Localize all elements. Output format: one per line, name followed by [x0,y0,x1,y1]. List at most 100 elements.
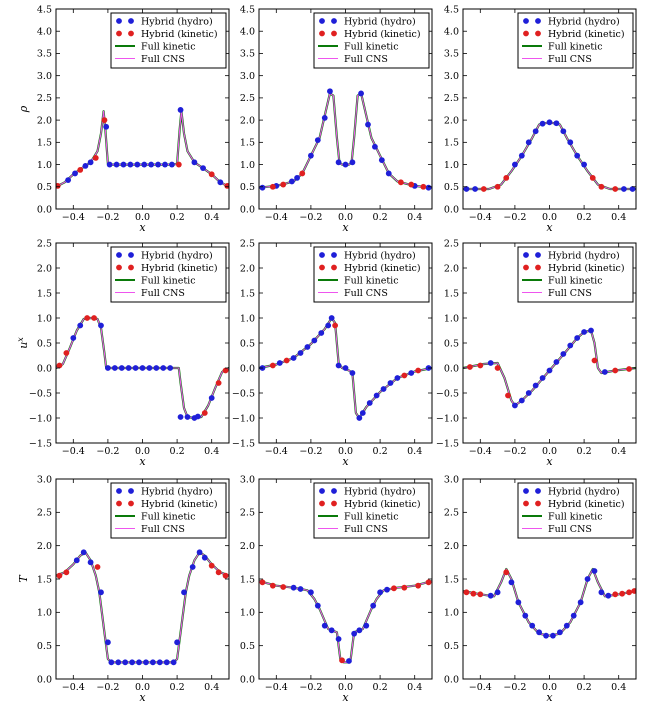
y-tick-label: 3.0 [444,71,459,82]
kinetic-point [63,350,70,356]
hydro-point [146,365,153,371]
hydro-point [359,410,366,416]
hydro-point [574,335,581,341]
legend-label: Hybrid (kinetic) [141,499,218,510]
hydro-point [408,370,415,376]
hydro-point [325,322,332,329]
hydro-point [387,380,394,386]
y-tick-label: 2.0 [37,541,52,552]
kinetic-point [494,183,501,190]
x-tick-label: 0.2 [577,212,592,223]
legend-label: Hybrid (kinetic) [344,499,421,510]
kinetic-point [269,183,276,190]
hydro-point [177,106,184,113]
hydro-point [380,386,387,392]
x-tick-label: 0.0 [542,212,557,223]
hydro-point [567,342,574,349]
legend-label: Full kinetic [141,275,196,286]
subplot-r1c0: −1.5 −1.0 −0.5 0.0 0.5 1.0 1.5 2.0 2.5 −0.4 −0.2 0.… [16,238,230,468]
kinetic-point [631,588,636,594]
x-axis-label: x [546,455,553,468]
hydro-point [335,636,342,642]
plot-area [259,579,432,664]
y-tick-label: 2.5 [444,93,459,104]
y-tick-label: 0.5 [444,182,459,193]
hydro-point [321,114,328,121]
subplot-r0c0: 0.0 0.5 1.0 1.5 2.0 2.5 3.0 3.5 4.0 4.5 −0.4 −0.2 0.… [17,4,230,234]
x-tick-label: 0.2 [373,212,388,223]
hydro-point [134,161,141,168]
hydro-point [605,592,612,599]
legend-label: Full kinetic [141,511,196,522]
full-cns-line [56,551,229,663]
legend-kinetic-marker [523,30,529,37]
hydro-point [127,161,134,168]
hydro-point [518,397,525,404]
kinetic-point [598,183,605,190]
plot-area [56,315,229,421]
x-axis-label: x [139,221,146,234]
hydro-point [384,586,390,593]
x-tick-label: 0.2 [373,446,388,457]
y-tick-label: 1.0 [37,160,52,171]
y-tick-label: 0.0 [37,204,52,215]
hydro-point [290,355,297,361]
hydro-point [87,559,94,566]
hydro-point [546,367,553,374]
y-axis-label-sup: x [16,337,25,342]
y-tick-label: 0.5 [240,641,255,652]
legend-kinetic-marker [331,30,337,37]
hydro-point [184,414,191,420]
legend-label: Full kinetic [344,275,399,286]
subplot-r0c1: 0.0 0.5 1.0 1.5 2.0 2.5 3.0 3.5 4.0 4.5 −0.4 −0.2 0.… [240,4,433,234]
x-tick-label: −0.4 [62,446,85,457]
kinetic-point [280,181,287,188]
kinetic-point [619,590,626,597]
plot-area [463,119,636,192]
legend-label: Hybrid (hydro) [344,250,416,261]
legend-label: Full kinetic [141,41,196,52]
y-tick-label: 2.0 [444,115,459,126]
full-cns-line [259,580,432,663]
legend-label: Full kinetic [548,511,603,522]
x-tick-label: −0.2 [503,446,526,457]
hydro-point [342,365,349,371]
legend-hydro-marker [128,252,134,258]
legend-hydro-marker [116,252,122,258]
legend-label: Hybrid (hydro) [141,486,213,497]
kinetic-point [612,591,619,598]
legend-hydro-marker [116,18,122,24]
hydro-point [314,137,321,144]
x-tick-label: 0.0 [542,446,557,457]
hydro-point [191,159,198,166]
x-axis-label: x [342,221,349,234]
hydro-point [208,395,215,401]
legend-label: Hybrid (kinetic) [548,29,625,40]
legend-label: Hybrid (hydro) [344,16,416,27]
kinetic-point [101,117,108,124]
hydro-point [314,602,321,609]
kinetic-point [215,569,222,576]
x-tick-label: 0.4 [611,682,626,693]
kinetic-point [503,569,510,576]
y-tick-label: 0.0 [240,674,255,685]
hydro-point [132,365,139,371]
x-axis-label: x [139,455,146,468]
y-tick-label: 0.5 [37,182,52,193]
legend: Hybrid (hydro) Hybrid (kinetic)Full kinet… [517,246,634,303]
hydro-point [82,162,89,169]
y-tick-label: 4.5 [240,4,255,15]
y-axis-label: ρ [17,105,30,113]
legend: Hybrid (hydro) Hybrid (kinetic)Full kinet… [313,246,430,303]
kinetic-point [299,170,306,177]
hydro-point [111,365,118,371]
x-tick-label: 0.4 [204,212,219,223]
kinetic-point [477,362,484,369]
hydro-point [169,161,175,168]
legend-kinetic-marker [535,500,541,507]
kinetic-point [463,589,470,596]
hydro-point [518,152,525,159]
y-tick-label: 1.5 [444,574,459,585]
x-tick-label: 0.0 [338,682,353,693]
y-tick-label: 1.0 [444,313,459,324]
